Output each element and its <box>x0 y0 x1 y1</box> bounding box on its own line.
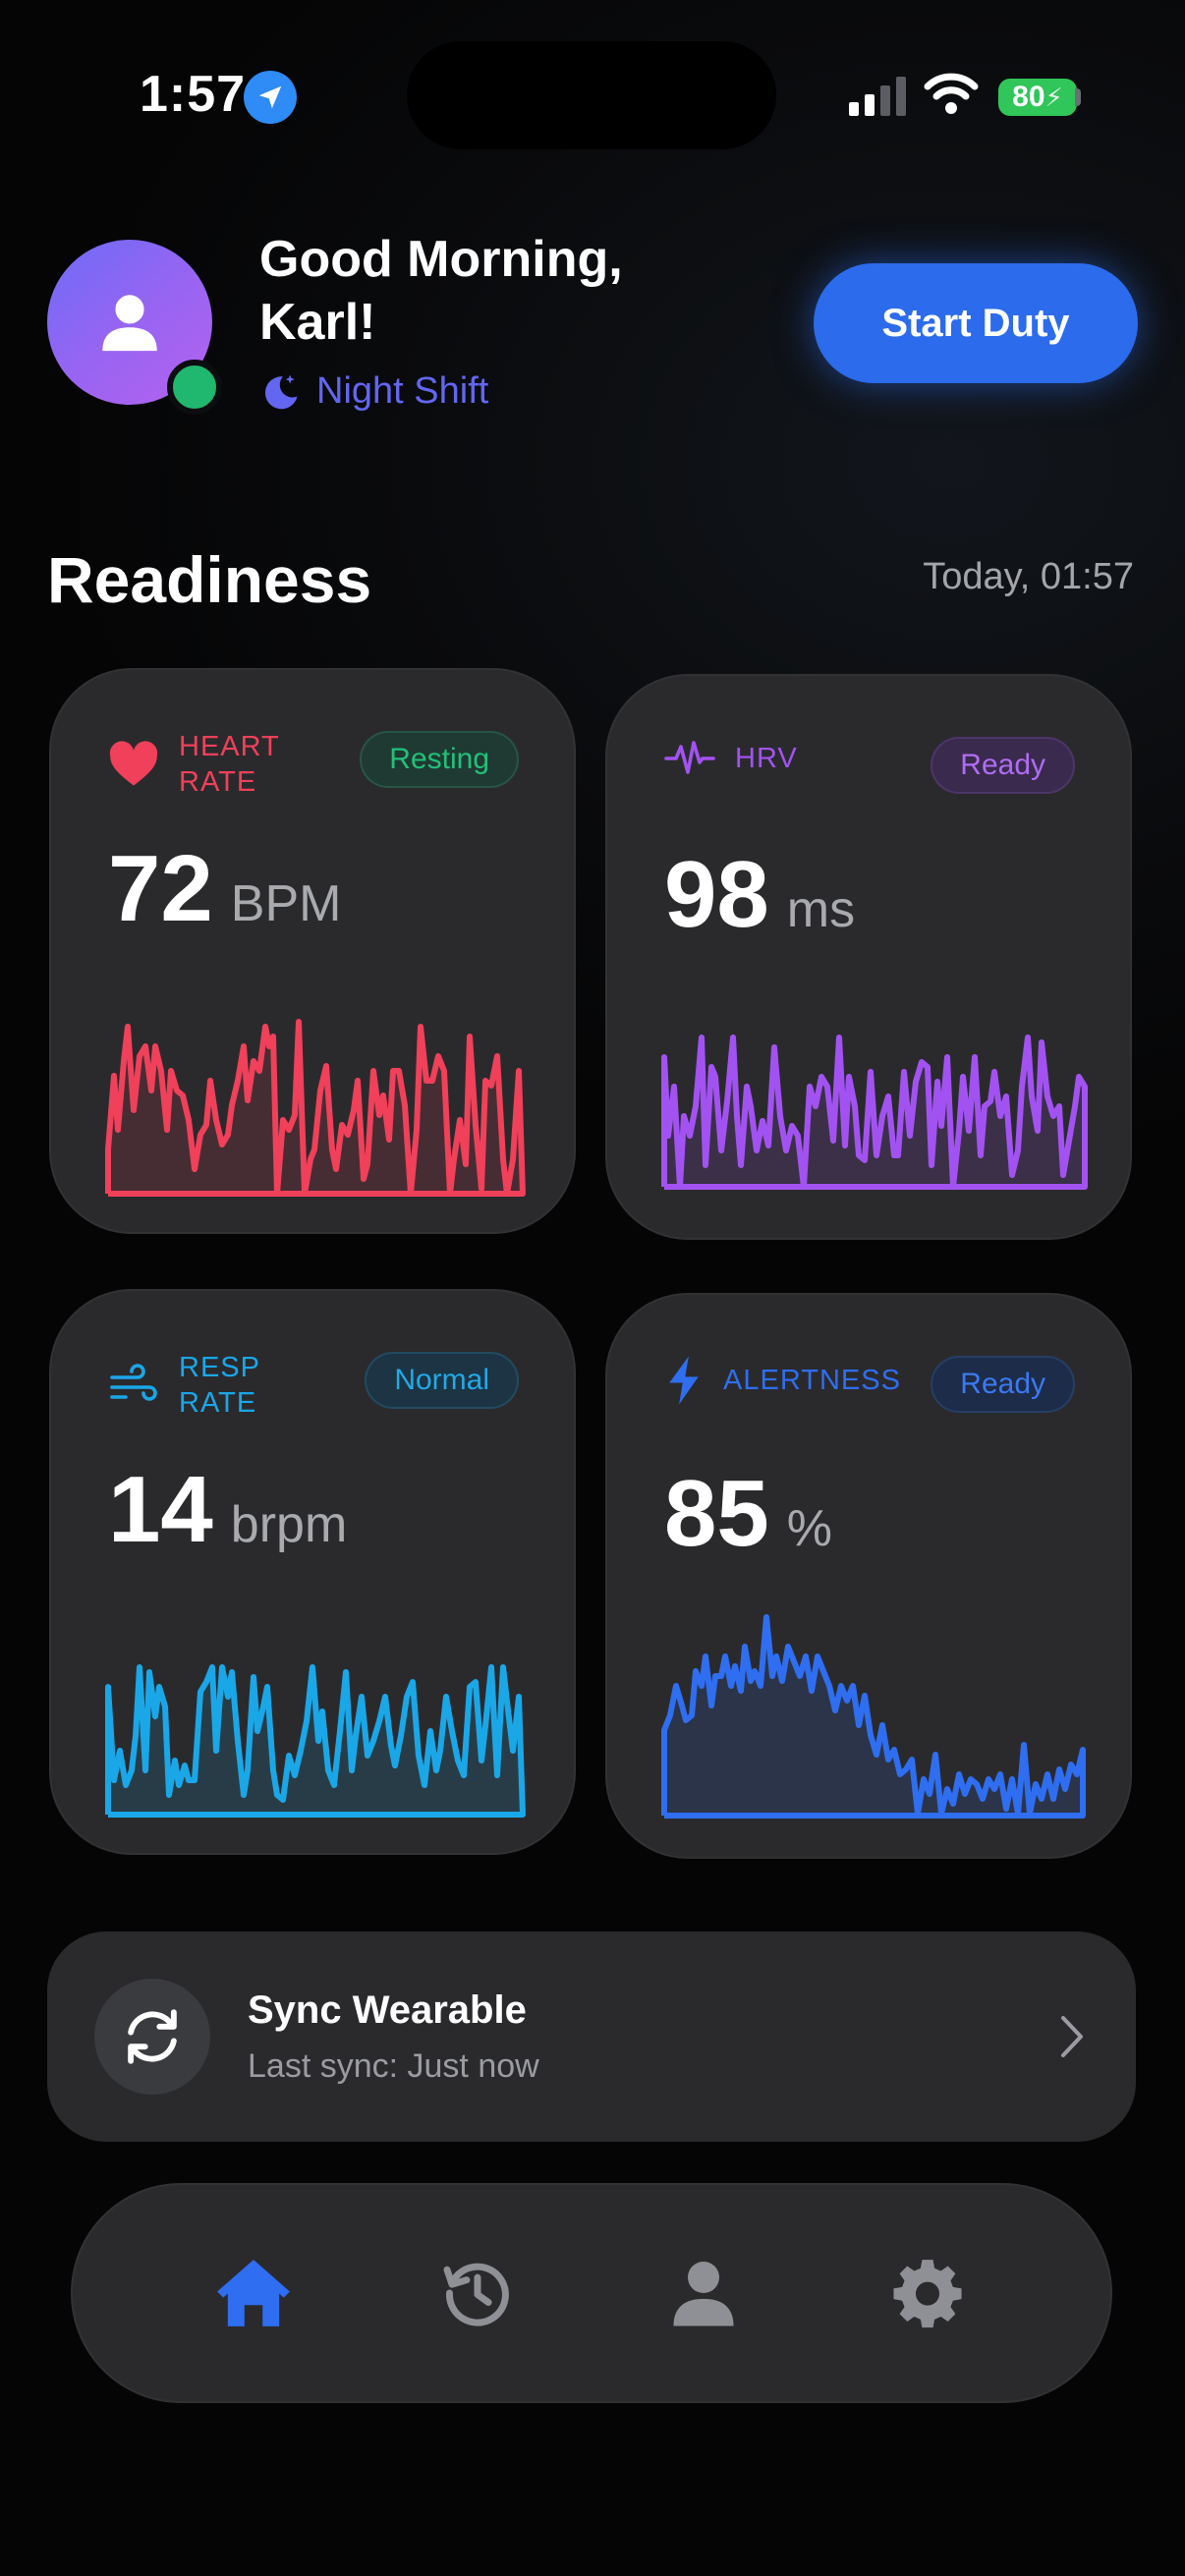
resp-rate-sparkline <box>105 1664 526 1818</box>
wifi-icon <box>924 73 979 114</box>
cellular-signal-icon <box>849 77 906 116</box>
location-arrow-icon <box>244 71 297 124</box>
profile-icon <box>673 2262 734 2326</box>
tab-profile[interactable] <box>664 2254 743 2332</box>
card-label: ALERTNESS <box>723 1365 901 1396</box>
pulse-icon <box>664 741 715 774</box>
tab-history[interactable] <box>438 2254 517 2332</box>
card-label: RESP <box>179 1352 260 1383</box>
section-title: Readiness <box>47 543 372 616</box>
history-icon <box>443 2263 509 2326</box>
status-time: 1:57 <box>140 66 247 123</box>
hrv-card[interactable]: HRV Ready 98 ms <box>605 674 1132 1240</box>
sync-icon <box>94 1979 210 2095</box>
sync-title: Sync Wearable <box>248 1988 527 2032</box>
battery-cap <box>1075 88 1081 106</box>
heart-rate-sparkline <box>105 1019 526 1197</box>
charging-bolt-icon: ⚡ <box>1044 82 1063 112</box>
settings-icon <box>893 2260 962 2328</box>
shift-indicator: Night Shift <box>259 369 488 413</box>
status-badge: Normal <box>365 1352 519 1409</box>
status-badge: Ready <box>931 1356 1075 1413</box>
metric-value: 98 <box>664 842 769 947</box>
metric-unit: brpm <box>230 1496 348 1553</box>
wind-icon <box>110 1364 157 1401</box>
sync-subtitle: Last sync: Just now <box>248 2047 539 2085</box>
moon-stars-icon <box>264 374 298 410</box>
tab-settings[interactable] <box>888 2254 967 2332</box>
status-badge: Ready <box>931 737 1075 794</box>
shift-label: Night Shift <box>316 369 489 412</box>
resp-rate-card[interactable]: RESP RATE Normal 14 brpm <box>49 1289 576 1855</box>
metric-value: 85 <box>664 1461 769 1566</box>
card-label: HRV <box>735 743 798 774</box>
alertness-card[interactable]: ALERTNESS Ready 85 % <box>605 1293 1132 1859</box>
battery-level: 80 <box>1012 81 1045 113</box>
home-icon <box>217 2260 290 2326</box>
start-duty-button[interactable]: Start Duty <box>814 263 1138 383</box>
heart-rate-card[interactable]: HEART RATE Resting 72 BPM <box>49 668 576 1234</box>
card-label: HEART <box>179 731 280 762</box>
battery-indicator: 80 ⚡ <box>998 79 1077 116</box>
sync-wearable-row[interactable]: Sync Wearable Last sync: Just now <box>47 1932 1136 2142</box>
bolt-icon <box>669 1356 699 1405</box>
metric-unit: ms <box>786 881 856 938</box>
avatar[interactable] <box>47 240 212 405</box>
chevron-right-icon <box>1061 2016 1083 2057</box>
heart-icon <box>109 741 158 786</box>
tab-home[interactable] <box>214 2254 293 2332</box>
tab-bar <box>71 2183 1112 2403</box>
hrv-sparkline <box>661 1035 1088 1190</box>
metric-unit: % <box>786 1500 833 1557</box>
section-timestamp: Today, 01:57 <box>923 556 1134 597</box>
greeting-text: Good Morning, Karl! <box>259 231 623 351</box>
card-label-line2: RATE <box>179 766 257 798</box>
metric-value: 14 <box>108 1457 213 1562</box>
user-icon <box>102 295 157 352</box>
status-badge: Resting <box>360 731 519 788</box>
alertness-sparkline <box>661 1614 1086 1819</box>
metric-value: 72 <box>108 836 213 941</box>
metric-unit: BPM <box>230 875 342 932</box>
dynamic-island <box>407 41 776 149</box>
online-status-dot <box>167 360 222 415</box>
card-label-line2: RATE <box>179 1387 257 1419</box>
